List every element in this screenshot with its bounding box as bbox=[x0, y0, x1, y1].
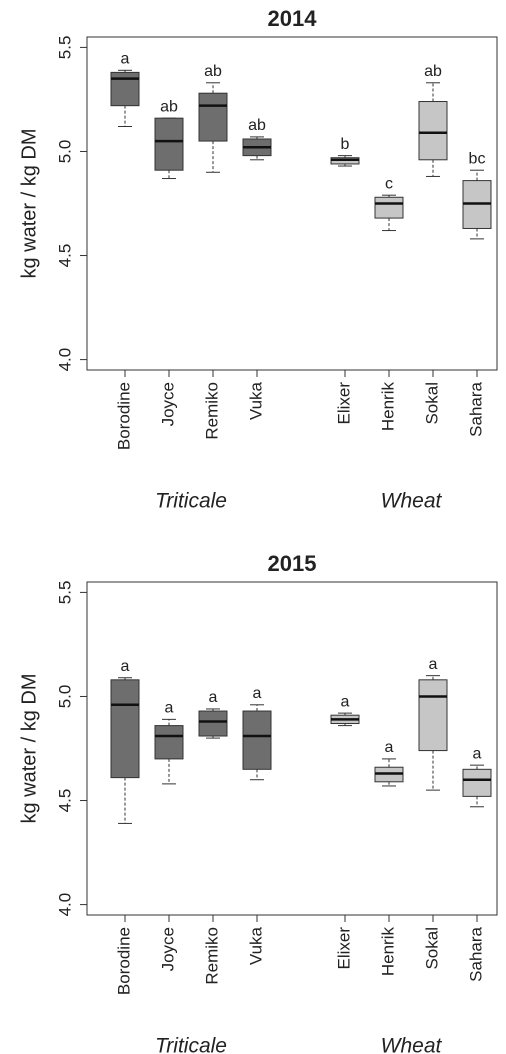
box bbox=[462, 768, 492, 797]
x-tick-label: Joyce bbox=[158, 927, 177, 971]
group-letter: a bbox=[429, 656, 438, 673]
x-tick-label: Joyce bbox=[158, 382, 177, 426]
y-tick-label: 4.0 bbox=[55, 893, 74, 917]
box bbox=[110, 679, 140, 779]
y-tick-label: 4.0 bbox=[55, 348, 74, 372]
group-letter: a bbox=[385, 739, 394, 756]
group-letter: ab bbox=[424, 63, 442, 80]
x-tick-label: Sahara bbox=[466, 926, 485, 981]
box bbox=[418, 101, 448, 161]
group-letter: a bbox=[341, 693, 350, 710]
x-tick-label: Remiko bbox=[202, 382, 221, 440]
group-letter: b bbox=[341, 136, 350, 153]
box bbox=[154, 117, 184, 171]
x-tick-label: Borodine bbox=[114, 927, 133, 995]
x-tick-label: Sokal bbox=[422, 382, 441, 425]
y-tick-label: 5.5 bbox=[55, 581, 74, 605]
y-tick-label: 5.0 bbox=[55, 685, 74, 709]
group-letter: bc bbox=[469, 150, 486, 167]
group-letter: a bbox=[473, 745, 482, 762]
plot-frame bbox=[86, 581, 498, 916]
box bbox=[242, 710, 272, 770]
plot-frame bbox=[86, 36, 498, 371]
y-tick-label: 4.5 bbox=[55, 244, 74, 268]
chart-title: 2014 bbox=[268, 6, 318, 31]
y-axis-label: kg water / kg DM bbox=[18, 673, 40, 823]
y-tick-label: 5.0 bbox=[55, 140, 74, 164]
x-tick-label: Borodine bbox=[114, 382, 133, 450]
group-letter: a bbox=[165, 700, 174, 717]
chart-title: 2015 bbox=[268, 551, 317, 576]
group-letter: a bbox=[121, 51, 130, 68]
group-letter: ab bbox=[160, 98, 178, 115]
y-axis-label: kg water / kg DM bbox=[18, 128, 40, 278]
box bbox=[154, 725, 184, 760]
x-tick-label: Henrik bbox=[378, 382, 397, 432]
group-label: Triticale bbox=[155, 1035, 227, 1054]
group-letter: ab bbox=[204, 63, 222, 80]
group-label: Wheat bbox=[381, 490, 443, 513]
x-tick-label: Vuka bbox=[246, 381, 265, 420]
box bbox=[198, 710, 228, 737]
x-tick-label: Vuka bbox=[246, 926, 265, 965]
x-tick-label: Elixer bbox=[334, 927, 353, 970]
x-tick-label: Henrik bbox=[378, 927, 397, 977]
y-tick-label: 5.5 bbox=[55, 36, 74, 60]
x-tick-label: Elixer bbox=[334, 382, 353, 425]
group-label: Wheat bbox=[381, 1035, 443, 1054]
group-letter: ab bbox=[248, 117, 266, 134]
x-tick-label: Sokal bbox=[422, 927, 441, 970]
group-letter: a bbox=[121, 658, 130, 675]
x-tick-label: Sahara bbox=[466, 381, 485, 436]
group-letter: a bbox=[253, 685, 262, 702]
group-letter: a bbox=[209, 689, 218, 706]
box bbox=[198, 92, 228, 142]
box bbox=[374, 196, 404, 219]
x-tick-label: Remiko bbox=[202, 927, 221, 985]
group-letter: c bbox=[385, 175, 393, 192]
group-label: Triticale bbox=[155, 490, 227, 513]
box bbox=[418, 679, 448, 752]
y-tick-label: 4.5 bbox=[55, 789, 74, 813]
